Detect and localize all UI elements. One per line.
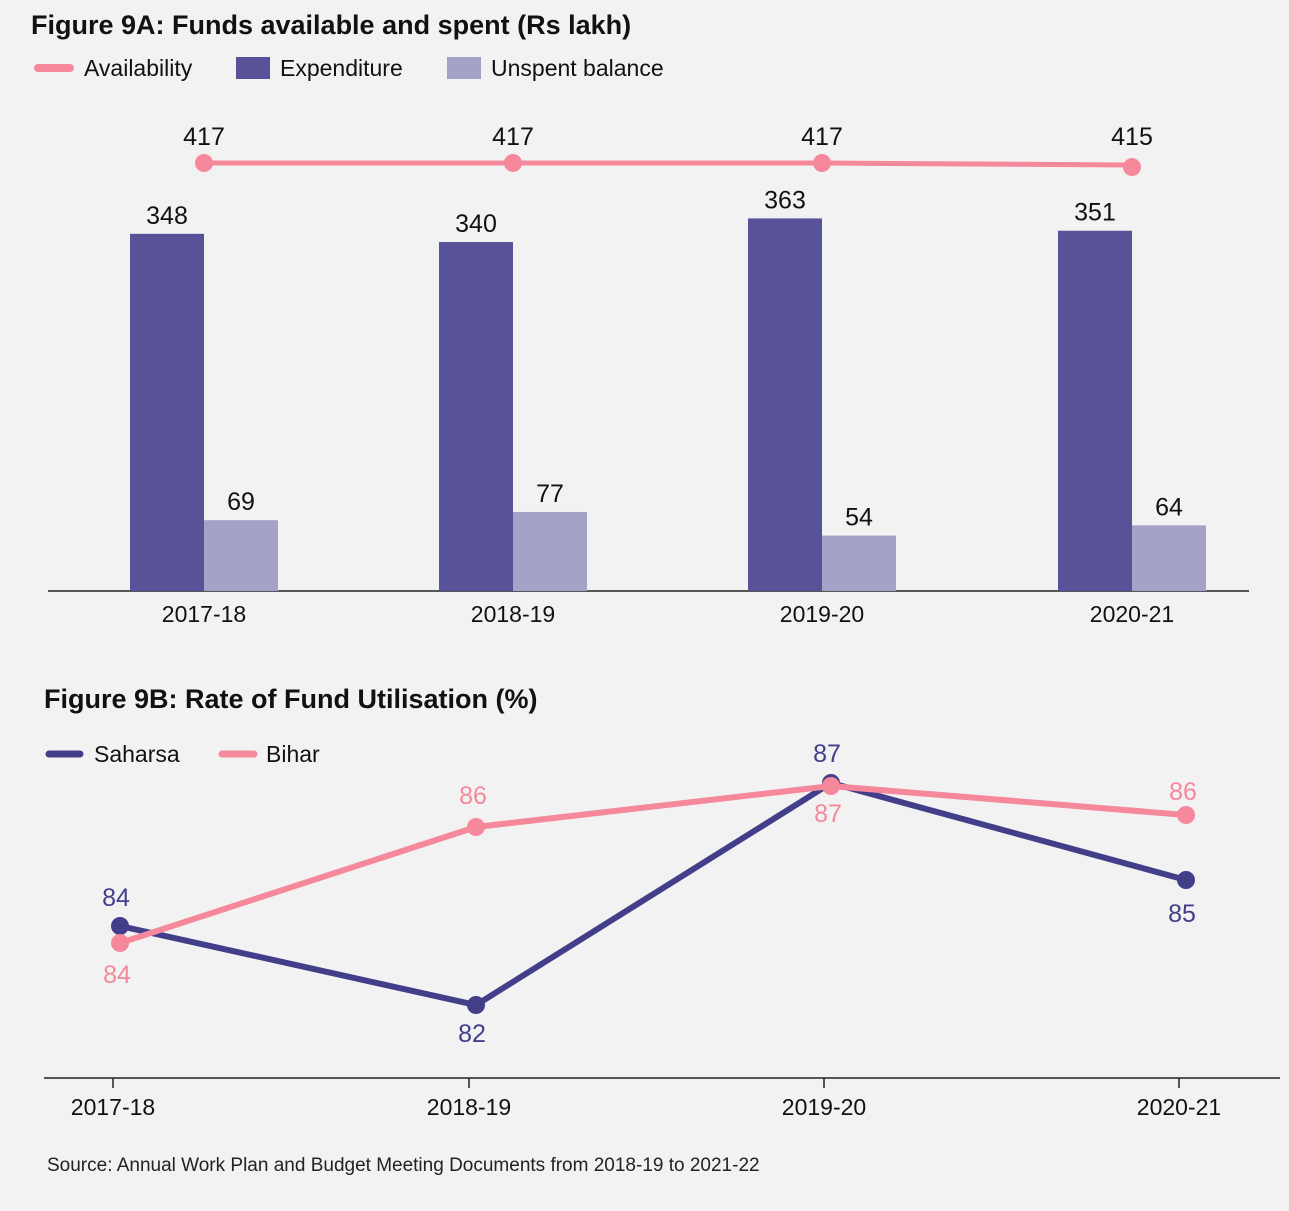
bihar-point xyxy=(111,934,129,952)
saharsa-value-label: 85 xyxy=(1168,900,1196,928)
unspent-value-label: 77 xyxy=(536,480,564,508)
availability-point xyxy=(504,154,522,172)
saharsa-value-label: 82 xyxy=(458,1020,486,1048)
unspent-value-label: 69 xyxy=(227,488,255,516)
x-tick-label: 2020-21 xyxy=(1137,1094,1221,1120)
bihar-point xyxy=(1177,806,1195,824)
x-tick-label: 2019-20 xyxy=(780,601,864,627)
x-tick-label: 2017-18 xyxy=(162,601,246,627)
saharsa-value-label: 84 xyxy=(102,884,130,912)
unspent-value-label: 64 xyxy=(1155,493,1183,521)
legend-label-expenditure: Expenditure xyxy=(280,55,403,81)
expenditure-value-label: 351 xyxy=(1074,199,1116,227)
legend-label-saharsa: Saharsa xyxy=(94,741,180,767)
unspent-bar xyxy=(513,511,587,591)
unspent-bar xyxy=(1132,525,1206,591)
availability-value-label: 417 xyxy=(801,123,843,151)
x-tick-label: 2019-20 xyxy=(782,1094,866,1120)
legend-swatch-unspent xyxy=(447,57,481,79)
legend-label-availability: Availability xyxy=(84,55,193,81)
x-tick-label: 2020-21 xyxy=(1090,601,1174,627)
expenditure-value-label: 363 xyxy=(764,186,806,214)
figure-9b-legend: Saharsa Bihar xyxy=(45,741,320,767)
x-tick-label: 2018-19 xyxy=(471,601,555,627)
legend-label-bihar: Bihar xyxy=(266,741,320,767)
expenditure-bar xyxy=(748,218,822,592)
saharsa-point xyxy=(111,917,129,935)
figure-9a-plot: 348 69 2017-18 340 77 2018-19 363 54 2019-20 351 6… xyxy=(48,123,1249,627)
figure-9b-title: Figure 9B: Rate of Fund Utilisation (%) xyxy=(44,684,538,714)
figure-9a-legend: Availability Expenditure Unspent balance xyxy=(34,55,664,81)
expenditure-bar xyxy=(439,242,513,591)
saharsa-point xyxy=(467,996,485,1014)
bihar-value-label: 86 xyxy=(1169,778,1197,806)
expenditure-bar xyxy=(130,233,204,592)
x-tick-label: 2018-19 xyxy=(427,1094,511,1120)
unspent-bar xyxy=(822,535,896,591)
unspent-value-label: 54 xyxy=(845,504,873,532)
bihar-point xyxy=(467,818,485,836)
availability-point xyxy=(813,154,831,172)
availability-point xyxy=(195,154,213,172)
bihar-value-label: 84 xyxy=(103,961,131,989)
x-tick-label: 2017-18 xyxy=(71,1094,155,1120)
bihar-value-label: 86 xyxy=(459,782,487,810)
availability-value-label: 415 xyxy=(1111,123,1153,151)
expenditure-value-label: 340 xyxy=(455,210,497,238)
availability-point xyxy=(1123,158,1141,177)
source-note: Source: Annual Work Plan and Budget Meet… xyxy=(47,1155,760,1176)
bihar-point xyxy=(822,777,840,795)
availability-value-label: 417 xyxy=(492,123,534,151)
legend-swatch-expenditure xyxy=(236,57,270,79)
legend-label-unspent: Unspent balance xyxy=(491,55,664,81)
bihar-value-label: 87 xyxy=(814,800,842,828)
saharsa-point xyxy=(1177,871,1195,889)
availability-value-label: 417 xyxy=(183,123,225,151)
figure-9a-title: Figure 9A: Funds available and spent (Rs… xyxy=(31,10,631,40)
figure-9b-plot: 2017-18 2018-19 2019-20 2020-21 84 82 87 85 84 86… xyxy=(44,740,1280,1120)
expenditure-value-label: 348 xyxy=(146,202,188,230)
availability-line xyxy=(204,160,1133,168)
bihar-line xyxy=(119,782,1187,946)
saharsa-line xyxy=(119,779,1187,1009)
expenditure-bar xyxy=(1058,230,1132,591)
saharsa-value-label: 87 xyxy=(813,740,841,768)
unspent-bar xyxy=(204,520,278,591)
